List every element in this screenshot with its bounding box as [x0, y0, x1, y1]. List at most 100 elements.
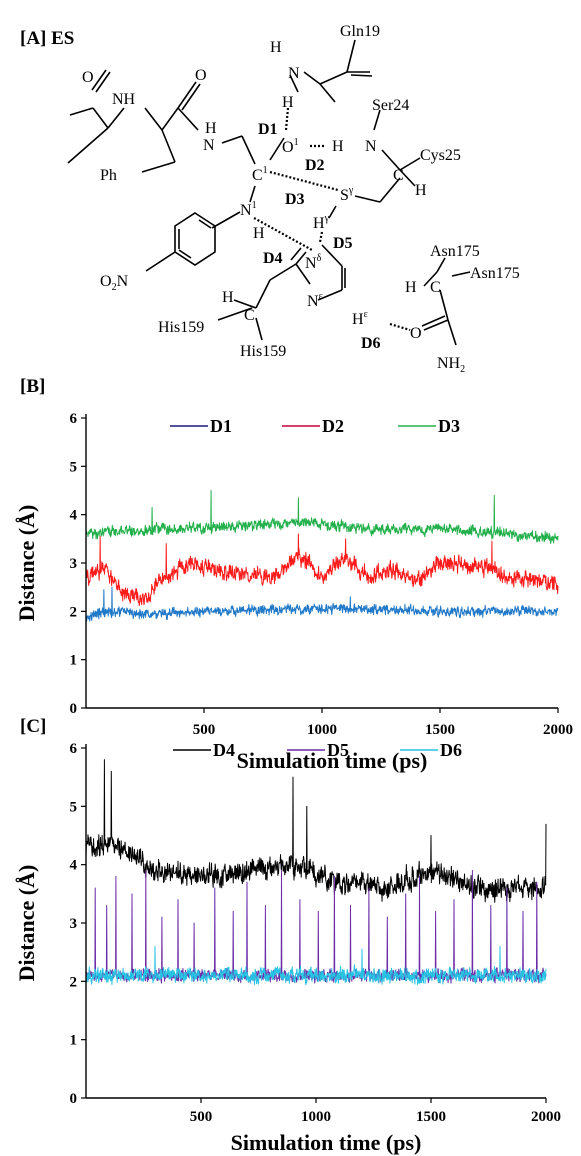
x-axis-title: Simulation time (ps): [231, 1130, 422, 1155]
bond: [295, 251, 307, 265]
bond: [161, 107, 179, 131]
atom-o: O: [195, 67, 207, 84]
bond: [399, 157, 421, 171]
atom-h: H: [282, 94, 294, 111]
bond: [144, 107, 163, 131]
distance-d3-bond: [269, 170, 339, 192]
atom-nh: NH: [112, 91, 136, 108]
legend-label-d4: D4: [213, 740, 235, 760]
label-cys25: Cys25: [420, 147, 461, 164]
atom-s-gamma: Sγ: [340, 185, 354, 204]
bond: [217, 307, 253, 321]
x-axis-title: Simulation time (ps): [237, 748, 428, 773]
atom-n1: N1: [240, 200, 257, 219]
y-tick-label: 0: [70, 1091, 78, 1107]
bond: [95, 71, 111, 93]
bond: [67, 127, 109, 164]
bond: [177, 107, 199, 131]
y-tick-label: 1: [70, 653, 78, 669]
legend-label-d1: D1: [210, 416, 232, 436]
y-tick-label: 5: [70, 459, 78, 475]
x-tick-label: 1500: [425, 722, 455, 738]
panel-label: [B]: [20, 376, 45, 397]
bond: [295, 263, 311, 285]
bond: [317, 289, 343, 301]
distance-label-d1: D1: [258, 121, 278, 138]
bond: [303, 71, 321, 85]
bond: [439, 289, 449, 321]
bond: [269, 137, 285, 161]
y-tick-label: 4: [70, 858, 78, 874]
atom-nh2: NH2: [437, 355, 465, 375]
distance-label-d6: D6: [361, 335, 381, 352]
atom-o1: O1: [282, 137, 299, 156]
x-tick-label: 2000: [531, 1109, 561, 1125]
x-tick-label: 500: [193, 722, 216, 738]
bond: [354, 195, 381, 203]
y-tick-label: 2: [70, 974, 78, 990]
atom-h: H: [405, 279, 417, 296]
legend-label-d5: D5: [327, 740, 349, 760]
label-asn175: Asn175: [430, 243, 480, 260]
distance-d5-bond: [318, 231, 324, 243]
label-ser24: Ser24: [372, 97, 409, 114]
y-tick-label: 6: [70, 411, 78, 427]
chart-panel-b: [B] 0 1 2 3 4 5 6 500 1000 1500 2000 Simulation time…: [14, 376, 573, 773]
bond: [221, 135, 243, 144]
atom-no2: O2N: [100, 273, 129, 293]
x-tick-label: 2000: [543, 722, 573, 738]
bond: [447, 319, 457, 346]
atom-n: N: [288, 65, 300, 82]
bond: [107, 107, 125, 129]
y-tick-label: 1: [70, 1033, 78, 1049]
bond: [145, 251, 176, 272]
atom-o: O: [82, 69, 94, 86]
bond: [211, 211, 241, 229]
atom-n-delta: Nδ: [305, 253, 322, 272]
bond: [346, 39, 356, 73]
bond: [289, 74, 299, 93]
y-axis-title: Distance (Å): [14, 865, 39, 982]
atom-h: H: [415, 182, 427, 199]
bond: [178, 249, 192, 259]
y-axis-title: Distance (Å): [14, 505, 39, 622]
atom-h: H: [222, 289, 234, 306]
reaction-scheme: [A] ES: [20, 23, 520, 375]
y-tick-label: 6: [70, 741, 78, 757]
bond: [269, 263, 297, 281]
label-his159: His159: [158, 319, 204, 336]
bond: [241, 135, 256, 165]
x-tick-label: 1000: [301, 1109, 331, 1125]
atom-ph: Ph: [100, 167, 117, 184]
y-tick-label: 4: [70, 508, 78, 524]
y-tick-label: 3: [70, 916, 78, 932]
atom-h-eps: Hε: [352, 309, 368, 328]
bond: [181, 83, 201, 111]
y-tick-label: 2: [70, 604, 78, 620]
benzene-ring: [174, 212, 216, 266]
chart-panel-c: [C] 0 1 2 3 4 5 6 500 1000 1500 2000 Simulation time…: [14, 716, 561, 1155]
bond: [69, 107, 94, 116]
bond: [421, 315, 446, 327]
series-line-d2: [85, 533, 559, 607]
bond: [255, 279, 271, 309]
bond: [319, 71, 348, 85]
bond: [423, 271, 438, 287]
y-tick-label: 0: [70, 701, 78, 717]
atom-h: H: [332, 138, 344, 155]
atom-n-eps: Nε: [307, 291, 323, 310]
bond: [381, 149, 401, 171]
atom-n: N: [203, 137, 215, 154]
series-line-d3: [85, 490, 559, 544]
y-tick-label: 5: [70, 799, 78, 815]
distance-label-d3: D3: [285, 191, 305, 208]
label-asn175: Asn175: [470, 265, 520, 282]
label-his159: His159: [240, 343, 286, 360]
bond: [350, 74, 373, 77]
bond: [91, 69, 107, 91]
bond: [290, 247, 302, 261]
atom-h: H: [270, 39, 282, 56]
distance-label-d5: D5: [333, 235, 353, 252]
x-tick-label: 1000: [307, 722, 337, 738]
